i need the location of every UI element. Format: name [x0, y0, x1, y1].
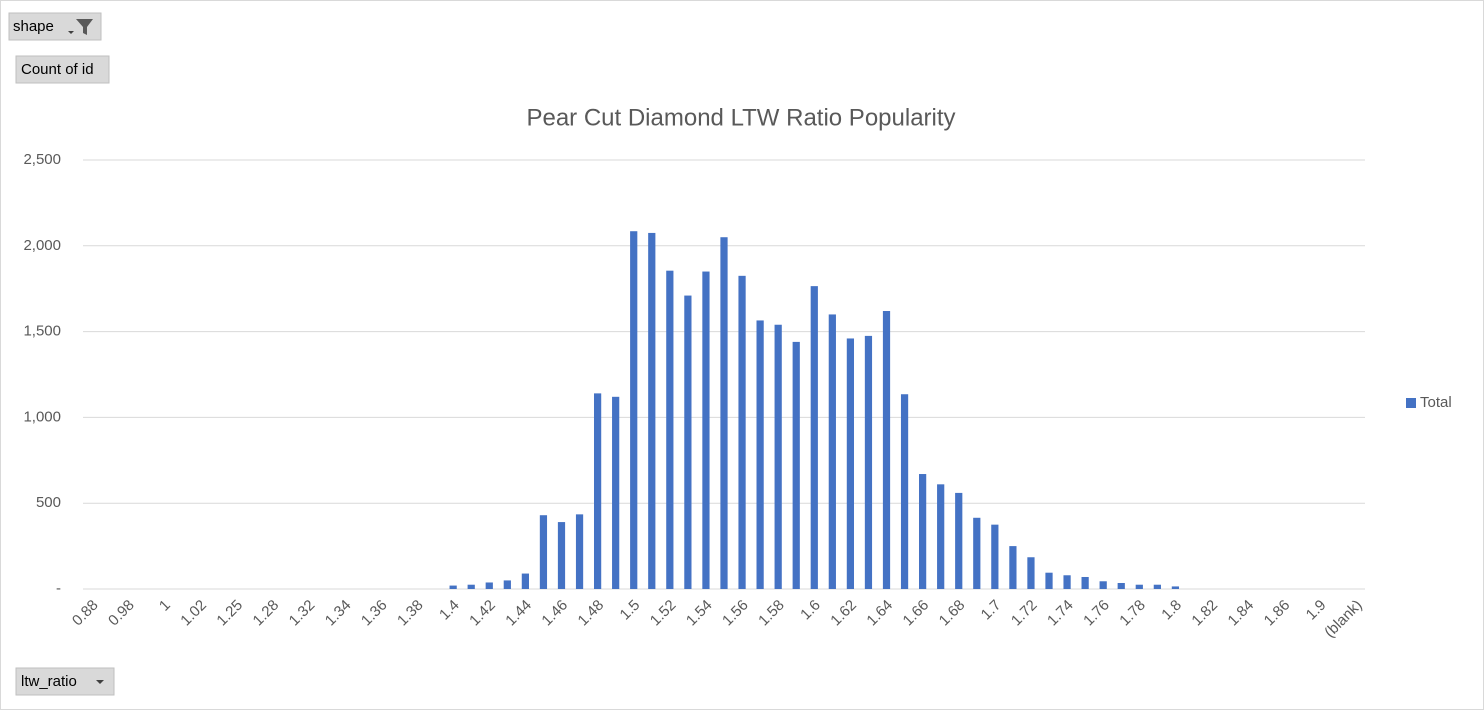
bar	[1081, 576, 1089, 589]
y-tick-label: 500	[36, 494, 61, 511]
filter-button[interactable]: shape	[8, 12, 102, 41]
bar	[1099, 581, 1107, 589]
bar	[955, 492, 963, 589]
bar	[612, 396, 620, 589]
bar	[828, 314, 836, 589]
bar	[521, 573, 529, 589]
bar	[810, 286, 818, 589]
bar	[449, 585, 457, 589]
bar	[792, 341, 800, 589]
legend-swatch	[1406, 398, 1416, 408]
bar	[593, 393, 602, 589]
y-tick-label: 2,500	[23, 151, 61, 168]
bar	[666, 270, 674, 589]
bar	[557, 522, 566, 589]
y-tick-label: -	[56, 580, 61, 597]
bar	[937, 484, 945, 589]
bar	[1045, 572, 1053, 589]
axis-field[interactable]: ltw_ratio	[21, 673, 77, 690]
bar	[684, 295, 692, 589]
bar	[973, 517, 981, 589]
bar	[864, 335, 873, 589]
bar	[503, 580, 511, 589]
bar	[539, 515, 548, 589]
bar	[467, 584, 475, 589]
value-button-bg[interactable]	[15, 55, 110, 84]
bar	[1135, 584, 1143, 589]
bar	[846, 338, 855, 589]
bar	[1063, 575, 1071, 589]
bar	[738, 275, 746, 589]
bar	[882, 311, 891, 589]
chart-title: Pear Cut Diamond LTW Ratio Popularity	[526, 104, 955, 131]
y-tick-label: 2,000	[23, 237, 61, 254]
bar	[991, 524, 999, 589]
bar	[1027, 557, 1035, 589]
bar	[919, 474, 927, 589]
legend-label: Total	[1420, 394, 1452, 411]
bar	[630, 231, 638, 590]
bar	[1009, 546, 1017, 589]
filter-field[interactable]: shape	[13, 18, 54, 35]
y-tick-label: 1,000	[23, 408, 61, 425]
bar	[774, 324, 782, 589]
bar	[1171, 586, 1180, 589]
bar	[720, 237, 728, 589]
dropdown-arrow	[68, 31, 74, 34]
bar	[648, 232, 656, 589]
bar	[485, 582, 493, 589]
bar	[1153, 584, 1161, 589]
bar	[900, 394, 909, 589]
bar	[575, 514, 584, 589]
bar	[702, 271, 710, 589]
bar	[1117, 582, 1125, 589]
filter-icon	[76, 19, 93, 35]
axis-button[interactable]: ltw_ratio	[15, 667, 115, 696]
bar	[756, 320, 764, 589]
y-tick-label: 1,500	[23, 323, 61, 340]
dropdown-arrow	[96, 680, 104, 684]
value-button[interactable]: Count of id	[15, 55, 110, 84]
value-field[interactable]: Count of id	[21, 61, 94, 78]
